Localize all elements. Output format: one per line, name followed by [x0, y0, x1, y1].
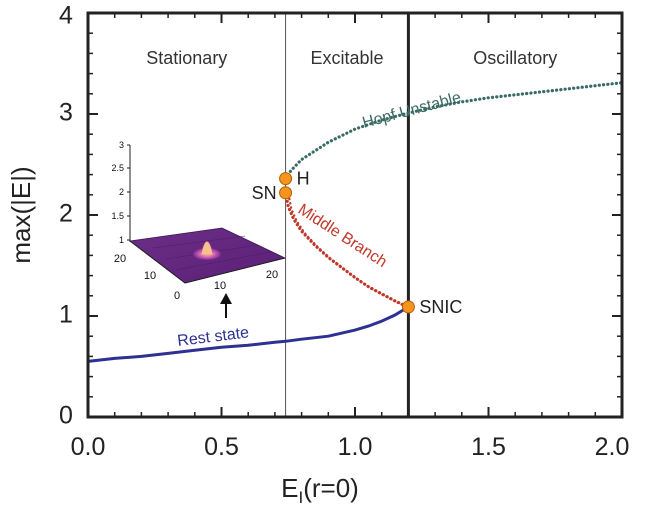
axis-ticks [87, 12, 623, 418]
point-label-sn: SN [252, 183, 277, 203]
y-tick-label: 4 [59, 2, 73, 30]
y-tick-labels: 0 1 2 3 4 [59, 2, 73, 430]
y-tick-label: 1 [59, 301, 73, 329]
region-boundaries [285, 13, 410, 417]
x-tick-label: 1.0 [338, 433, 373, 461]
x-axis-label: EI(r=0) [281, 473, 359, 507]
y-tick-label: 3 [59, 99, 73, 127]
special-points: H SN SNIC [252, 169, 463, 317]
inset-z-tick-label: 1 [119, 235, 124, 245]
y-tick-label: 0 [59, 402, 73, 430]
series-line-rest-state [86, 305, 410, 363]
y-axis-label: max(|E|) [6, 166, 36, 263]
series-layer [86, 81, 624, 363]
inset-y-tick-label: 20 [114, 253, 126, 265]
plot-frame [86, 11, 624, 419]
point-sn [279, 186, 293, 200]
point-h [279, 172, 293, 186]
x-tick-label: 1.5 [471, 433, 506, 461]
region-label: Oscillatory [473, 48, 557, 68]
x-axis-label-main: E [281, 473, 298, 503]
y-tick-label: 2 [59, 200, 73, 228]
inset-z-tick-label: 3 [119, 140, 124, 150]
inset-peak-spike [200, 241, 214, 256]
point-snic [401, 300, 415, 314]
series-label-hopf-unstable: Hopf Unstable [361, 89, 463, 132]
x-tick-label: 0.0 [71, 433, 106, 461]
region-labels: Stationary Excitable Oscillatory [146, 48, 557, 68]
point-label-h: H [297, 169, 310, 189]
region-label: Excitable [310, 48, 383, 68]
series-line-hopf-unstable [284, 81, 624, 181]
inset-z-tick-label: 2.5 [111, 163, 124, 173]
inset-y-axis [129, 240, 186, 284]
inset-grid-line [152, 235, 246, 249]
inset-y-tick-label: 10 [144, 270, 156, 282]
inset-y-tick-label: 0 [174, 290, 180, 302]
inset-arrow-head [220, 293, 232, 304]
x-tick-labels: 0.0 0.5 1.0 1.5 2.0 [71, 433, 630, 461]
x-tick-label: 2.0 [595, 433, 630, 461]
inset-x-tick-label: 10 [214, 280, 226, 292]
region-label: Stationary [146, 48, 227, 68]
x-axis-label-sub: I [298, 488, 303, 507]
inset-x-axis [184, 257, 286, 284]
x-tick-label: 0.5 [204, 433, 239, 461]
inset-surface-plot: 3 2.5 2 1.5 1 20 10 0 10 20 [111, 140, 287, 318]
inset-z-tick-label: 1.5 [111, 211, 124, 221]
series-line-middle-branch-outer [287, 193, 413, 311]
inset-x-tick-label: 20 [266, 269, 278, 281]
x-axis-label-rest: (r=0) [303, 473, 359, 503]
inset-z-tick-label: 2 [119, 187, 124, 197]
series-line-middle-branch [284, 191, 410, 309]
inset-grid-line [175, 251, 271, 271]
point-label-snic: SNIC [419, 297, 462, 317]
series-label-middle-branch: Middle Branch [295, 201, 390, 271]
